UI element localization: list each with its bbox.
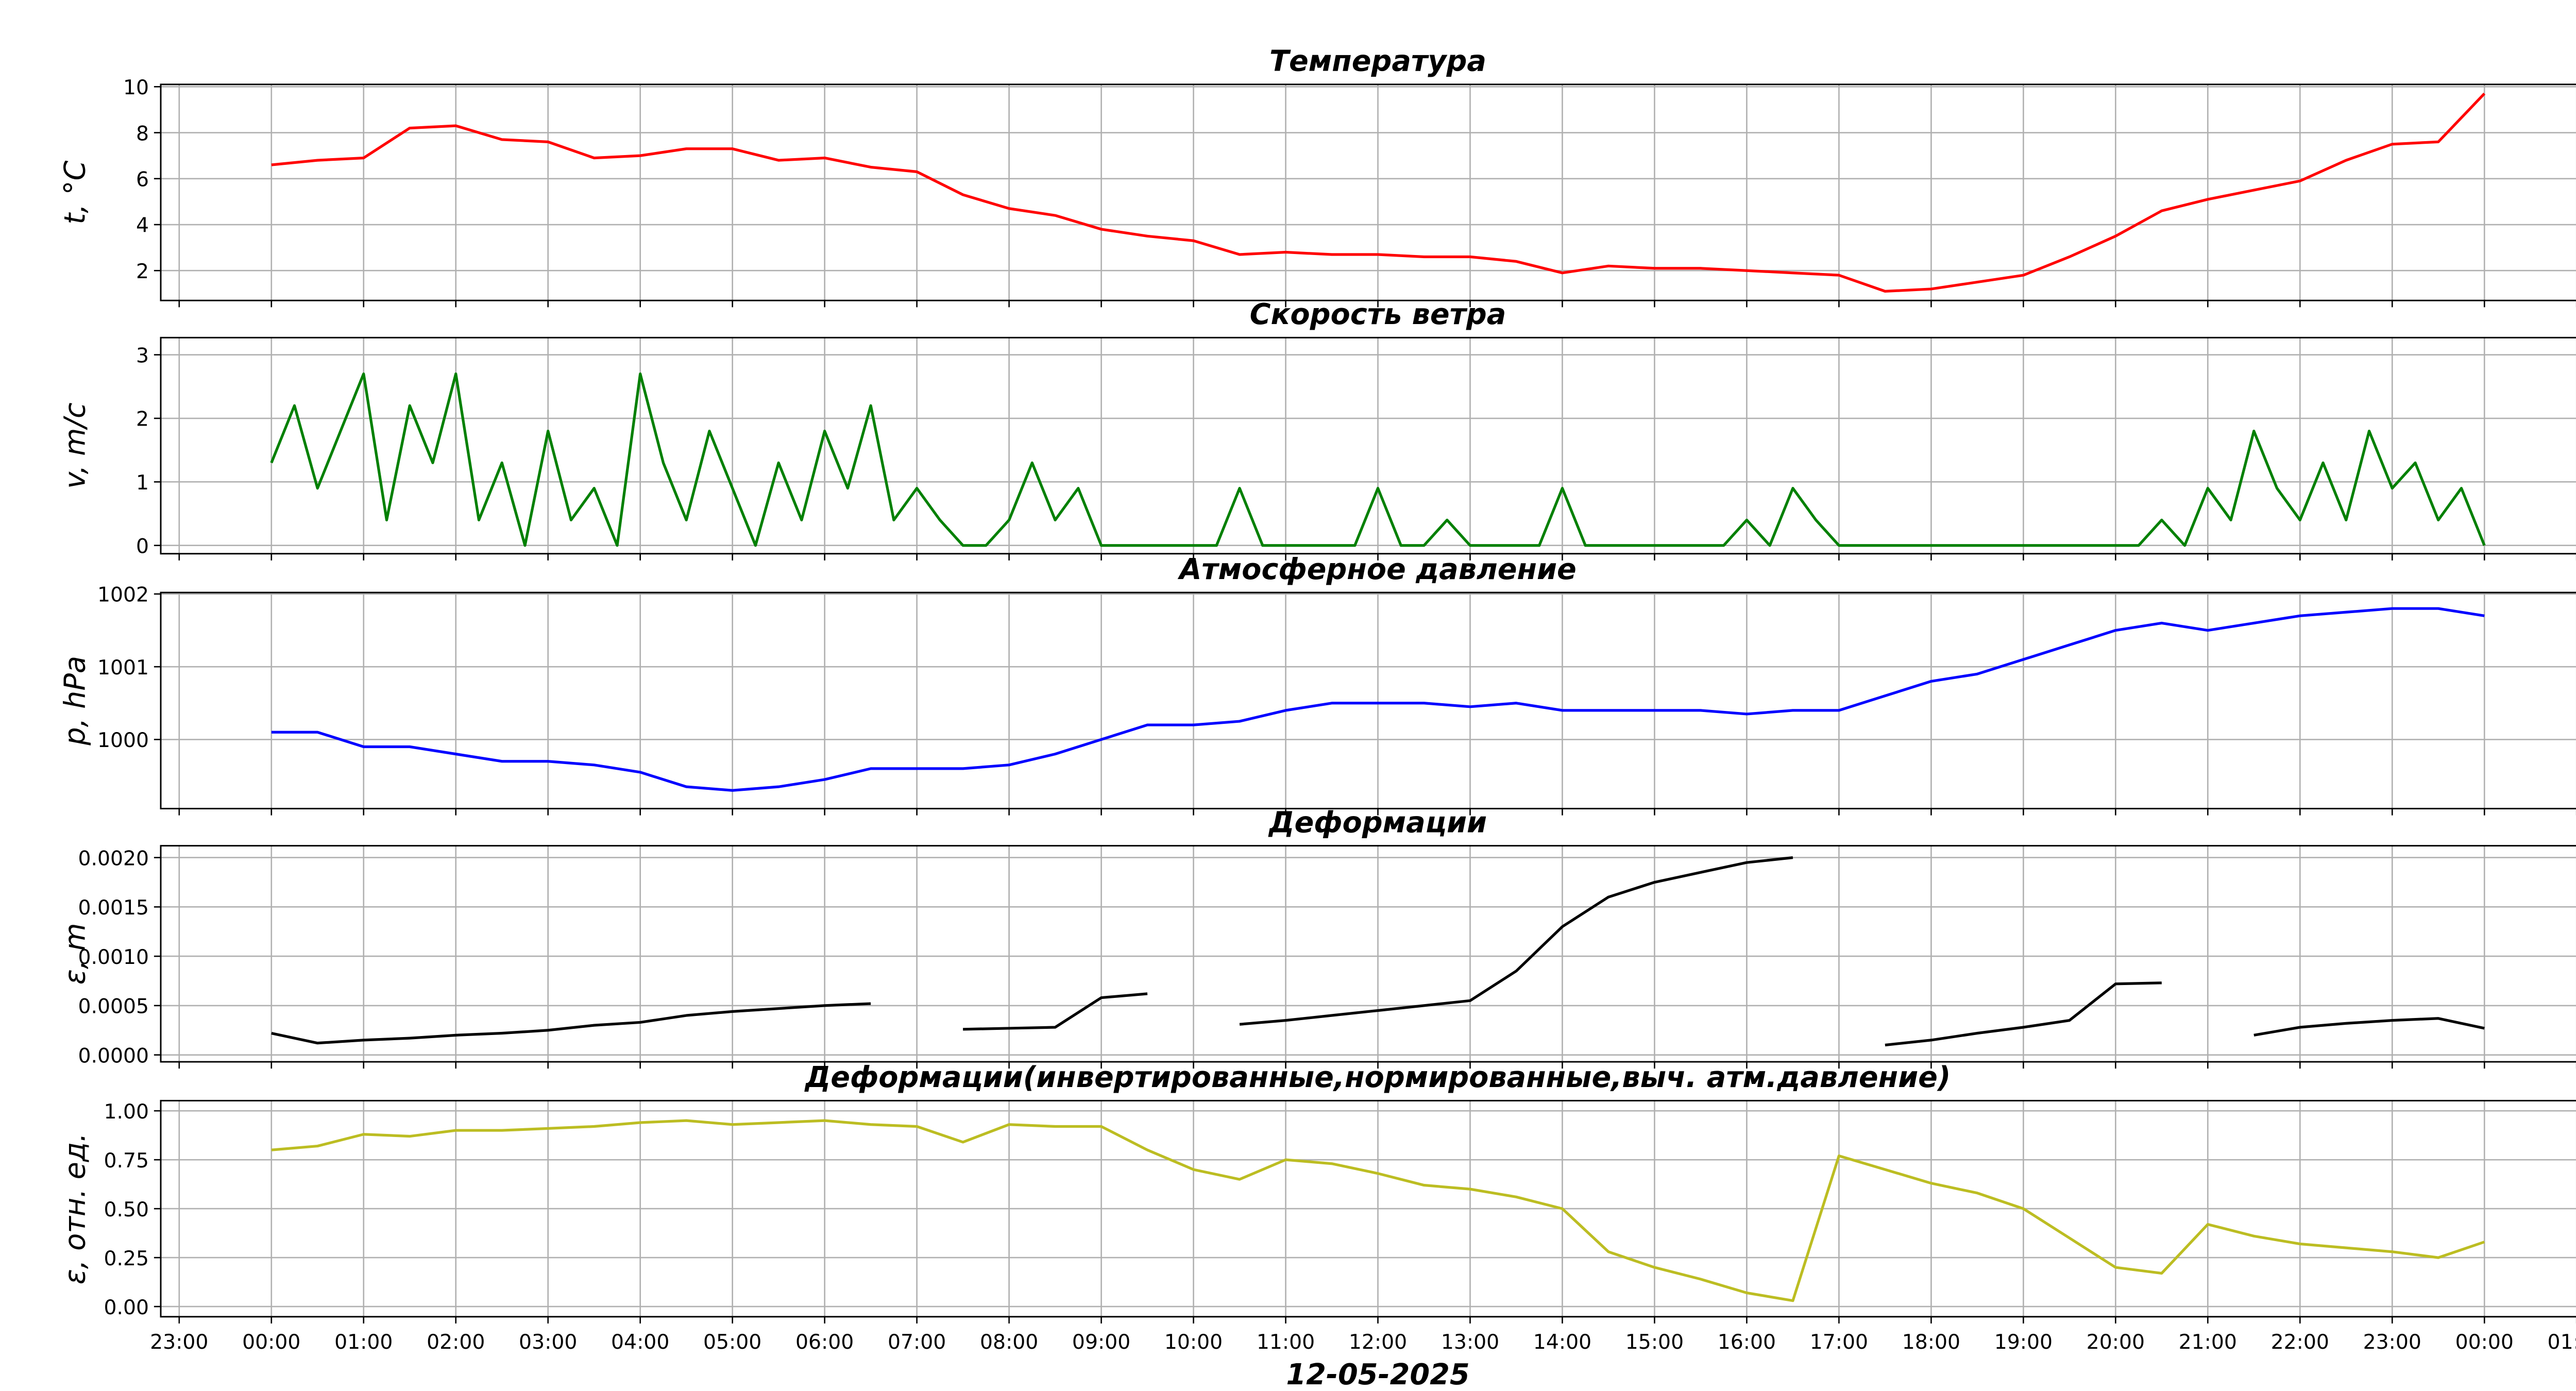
y-tick-label: 0 <box>136 535 149 558</box>
chart-title: Атмосферное давление <box>1177 553 1577 586</box>
y-tick-label: 0.00 <box>104 1296 149 1319</box>
x-tick-label: 18:00 <box>1902 1331 1960 1354</box>
plot-frame <box>160 336 2576 555</box>
y-tick-label: 8 <box>136 122 149 145</box>
y-tick-label: 1002 <box>97 584 149 607</box>
chart-title: Температура <box>1269 45 1486 78</box>
chart-title: Скорость ветра <box>1250 298 1506 331</box>
plot-frame <box>160 591 2576 810</box>
data-line <box>271 607 2485 792</box>
chart-title: Деформации(инвертированные,нормированные… <box>804 1061 1951 1094</box>
y-tick-label: 0.50 <box>104 1198 149 1222</box>
x-tick-label: 20:00 <box>2087 1331 2145 1354</box>
x-tick-label: 00:00 <box>242 1331 300 1354</box>
chart-title: Деформации <box>1268 806 1487 839</box>
x-tick-label: 15:00 <box>1625 1331 1684 1354</box>
x-tick-label: 03:00 <box>519 1331 577 1354</box>
x-tick-label: 19:00 <box>1994 1331 2053 1354</box>
x-tick-label: 17:00 <box>1810 1331 1868 1354</box>
y-tick-label: 2 <box>136 260 149 283</box>
x-tick-label: 23:00 <box>2363 1331 2421 1354</box>
data-line <box>271 856 2485 1047</box>
y-tick-label: 6 <box>136 168 149 192</box>
x-tick-label: 23:00 <box>150 1331 208 1354</box>
x-tick-label: 10:00 <box>1164 1331 1223 1354</box>
y-axis-label: p, hPa <box>59 656 92 746</box>
y-tick-label: 10 <box>123 76 149 99</box>
x-tick-label: 13:00 <box>1441 1331 1499 1354</box>
x-tick-label: 06:00 <box>795 1331 854 1354</box>
x-tick-label: 04:00 <box>611 1331 669 1354</box>
x-tick-label: 05:00 <box>703 1331 761 1354</box>
x-tick-label: 01:00 <box>334 1331 393 1354</box>
y-tick-label: 1.00 <box>104 1100 149 1124</box>
y-axis-label: v, m/c <box>59 402 92 488</box>
x-tick-label: 14:00 <box>1533 1331 1591 1354</box>
data-line <box>271 1119 2485 1302</box>
plot-frame <box>160 845 2576 1063</box>
y-tick-label: 4 <box>136 214 149 238</box>
x-axis-label: 12-05-2025 <box>1286 1358 1469 1391</box>
data-line <box>270 372 2486 547</box>
y-tick-label: 0.25 <box>104 1247 149 1270</box>
x-tick-label: 22:00 <box>2271 1331 2329 1354</box>
y-tick-label: 0.0005 <box>78 995 149 1019</box>
y-tick-label: 0.0010 <box>78 946 149 969</box>
x-tick-label: 00:00 <box>2455 1331 2514 1354</box>
x-tick-label: 02:00 <box>427 1331 485 1354</box>
y-tick-label: 1000 <box>97 729 149 752</box>
y-axis-label: t, °C <box>59 160 92 224</box>
x-tick-label: 07:00 <box>888 1331 946 1354</box>
y-tick-label: 2 <box>136 408 149 431</box>
x-tick-label: 16:00 <box>1718 1331 1776 1354</box>
x-tick-label: 01:00 <box>2548 1331 2576 1354</box>
x-tick-label: 12:00 <box>1349 1331 1407 1354</box>
x-tick-label: 08:00 <box>980 1331 1038 1354</box>
y-tick-label: 1001 <box>97 656 149 680</box>
y-tick-label: 3 <box>136 344 149 367</box>
y-tick-label: 0.0015 <box>78 896 149 920</box>
y-tick-label: 0.75 <box>104 1149 149 1173</box>
y-axis-label: ε, m <box>59 923 92 985</box>
x-tick-label: 09:00 <box>1072 1331 1130 1354</box>
y-axis-label: ε, отн. ед. <box>59 1133 92 1284</box>
plot-frame <box>160 1099 2576 1318</box>
x-tick-label: 11:00 <box>1257 1331 1315 1354</box>
data-line <box>271 92 2486 293</box>
y-tick-label: 1 <box>136 471 149 495</box>
x-tick-label: 21:00 <box>2179 1331 2237 1354</box>
plot-frame <box>160 83 2576 301</box>
y-tick-label: 0.0020 <box>78 847 149 870</box>
y-tick-label: 0.0000 <box>78 1044 149 1067</box>
